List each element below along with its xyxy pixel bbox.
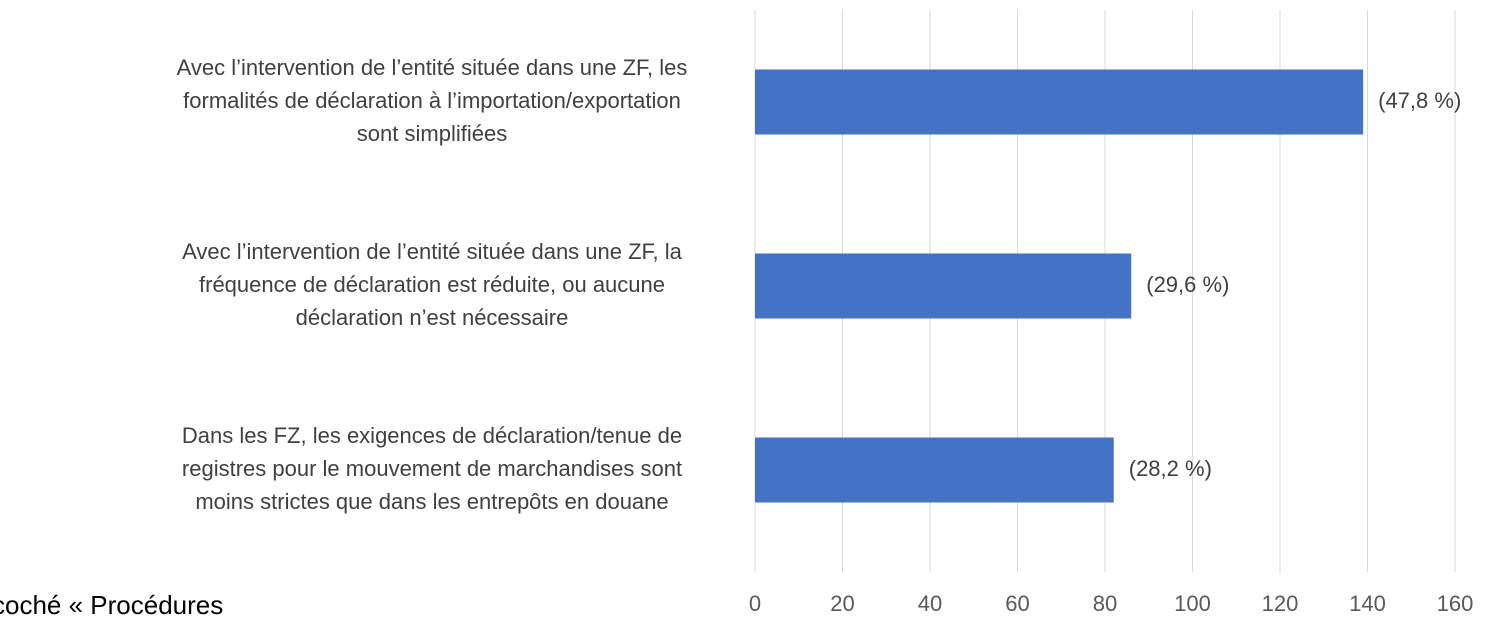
category-label: sont simplifiées — [357, 121, 507, 146]
annotation: coché « Procédures — [0, 590, 223, 618]
category-label: Avec l’intervention de l’entité située d… — [182, 239, 683, 264]
bar — [755, 69, 1364, 135]
x-tick-label: 120 — [1262, 591, 1299, 616]
category-label: moins strictes que dans les entrepôts en… — [195, 489, 668, 514]
x-tick-label: 160 — [1437, 591, 1474, 616]
x-tick-label: 60 — [1005, 591, 1029, 616]
x-tick-label: 80 — [1093, 591, 1117, 616]
x-tick-label: 140 — [1349, 591, 1386, 616]
category-label: formalités de déclaration à l’importatio… — [183, 88, 681, 113]
bar — [755, 253, 1132, 319]
category-label: fréquence de déclaration est réduite, ou… — [199, 272, 665, 297]
category-label: registres pour le mouvement de marchandi… — [182, 456, 682, 481]
x-tick-label: 0 — [749, 591, 761, 616]
category-label: Dans les FZ, les exigences de déclaratio… — [182, 423, 682, 448]
x-tick-label: 100 — [1174, 591, 1211, 616]
x-tick-label: 20 — [830, 591, 854, 616]
x-tick-label: 40 — [918, 591, 942, 616]
share-label: (29,6 %) — [1146, 272, 1229, 297]
category-label: déclaration n’est nécessaire — [296, 305, 569, 330]
category-label: Avec l’intervention de l’entité située d… — [177, 55, 688, 80]
share-label: (28,2 %) — [1129, 456, 1212, 481]
bar — [755, 437, 1114, 503]
share-label: (47,8 %) — [1378, 88, 1461, 113]
